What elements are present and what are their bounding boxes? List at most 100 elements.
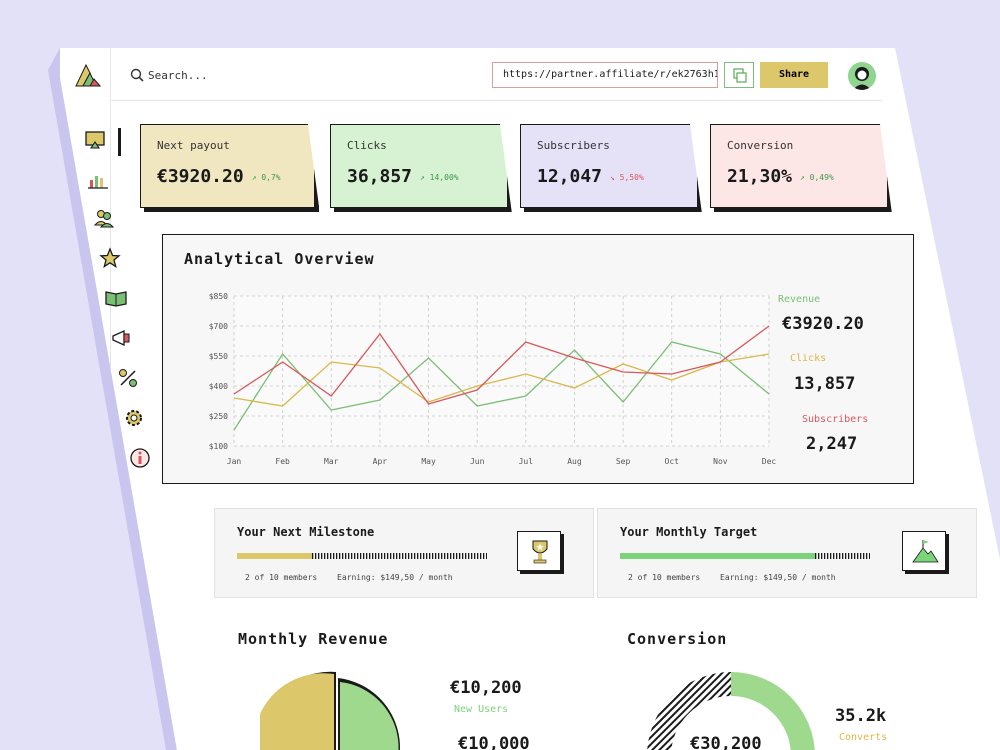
x-tick-label: Nov	[713, 457, 728, 466]
legend-revenue-label: Revenue	[778, 294, 821, 305]
x-tick-label: Mar	[324, 457, 339, 466]
revenue-value-1: €10,200	[450, 678, 522, 698]
card-value: €3920.20	[157, 166, 244, 187]
x-tick-label: Dec	[762, 457, 777, 466]
conversion-title: Conversion	[627, 630, 728, 648]
card-value: 12,047	[537, 166, 603, 187]
x-tick-label: Jun	[470, 457, 485, 466]
monthly-revenue-title: Monthly Revenue	[238, 630, 389, 648]
card-next-payout: Next payout €3920.20 ↗ 0,7%	[140, 124, 315, 208]
trend-up-icon: ↗	[420, 173, 430, 182]
mountain-flag-icon	[912, 540, 939, 563]
header-divider	[110, 100, 882, 101]
card-value: 21,30%	[727, 166, 793, 187]
y-tick-label: $850	[209, 292, 228, 301]
card-delta: ↘ 5,50%	[610, 173, 644, 182]
overview-line-chart: $100 $250 $400 $550 $700 $850 Jan Feb Mar Apr May J…	[209, 292, 777, 466]
users-icon	[93, 210, 115, 228]
milestone-earning: Earning: $149,50 / month	[337, 573, 453, 582]
legend-revenue-value: €3920.20	[782, 314, 864, 334]
legend-clicks-label: Clicks	[790, 353, 827, 364]
revenue-label-1: New Users	[454, 704, 509, 715]
sidebar-item-help[interactable]	[128, 446, 156, 474]
monthly-target-card: Your Monthly Target 2 of 10 members Earn…	[597, 508, 977, 598]
share-button[interactable]: Share	[760, 62, 828, 88]
sidebar-item-users[interactable]	[92, 206, 120, 234]
monthly-revenue-pie	[260, 671, 400, 750]
x-tick-label: May	[421, 457, 436, 466]
percent-icon	[119, 369, 137, 387]
sidebar-item-guides[interactable]	[104, 286, 132, 314]
y-tick-label: $700	[209, 322, 228, 331]
legend-subscribers-label: Subscribers	[802, 414, 869, 425]
copy-icon	[733, 68, 747, 83]
y-tick-label: $400	[209, 382, 228, 391]
book-icon	[105, 291, 127, 307]
nav-active-indicator	[118, 128, 121, 156]
milestone-card: Your Next Milestone 2 of 10 members Earn…	[214, 508, 594, 598]
x-tick-label: Sep	[616, 457, 631, 466]
card-label: Next payout	[157, 139, 230, 152]
logo-icon	[75, 63, 102, 87]
megaphone-icon	[112, 329, 130, 347]
y-tick-label: $550	[209, 352, 228, 361]
trend-down-icon: ↘	[610, 173, 620, 182]
sidebar-item-commissions[interactable]	[116, 366, 144, 394]
card-value: 36,857	[347, 166, 413, 187]
mountain-badge	[902, 531, 946, 571]
target-members: 2 of 10 members	[628, 573, 701, 582]
plot-area	[234, 296, 769, 446]
x-tick-label: Oct	[665, 457, 680, 466]
sidebar-item-favorites[interactable]	[98, 246, 126, 274]
card-delta: ↗ 0,49%	[800, 173, 834, 182]
star-icon	[99, 247, 121, 268]
trophy-icon	[532, 540, 548, 564]
copy-button[interactable]	[724, 62, 754, 88]
sidebar-item-settings[interactable]	[122, 406, 150, 434]
y-tick-label: $100	[209, 442, 228, 451]
y-tick-label: $250	[209, 412, 228, 421]
sidebar-item-campaigns[interactable]	[110, 326, 138, 354]
card-label: Subscribers	[537, 139, 610, 152]
target-earning: Earning: $149,50 / month	[720, 573, 836, 582]
overview-title: Analytical Overview	[184, 250, 375, 268]
x-tick-label: Apr	[373, 457, 388, 466]
target-title: Your Monthly Target	[620, 525, 758, 539]
gear-icon	[126, 410, 142, 426]
revenue-value-2: €10,000	[458, 734, 530, 750]
card-label: Clicks	[347, 139, 387, 152]
series-line-subscribers	[233, 325, 770, 405]
trophy-badge	[517, 531, 561, 571]
conversion-label: Converts	[839, 732, 888, 743]
conversion-donut	[647, 672, 815, 750]
x-tick-label: Jan	[227, 457, 242, 466]
avatar[interactable]	[848, 62, 876, 90]
card-subscribers: Subscribers 12,047 ↘ 5,50%	[520, 124, 698, 208]
x-tick-label: Jul	[519, 457, 534, 466]
trend-up-icon: ↗	[251, 173, 262, 182]
x-tick-label: Feb	[275, 457, 290, 466]
card-conversion: Conversion 21,30% ↗ 0,49%	[710, 124, 888, 208]
app-window: Search... https://partner.affiliate/r/ek…	[60, 48, 1000, 750]
x-tick-label: Aug	[567, 457, 582, 466]
card-delta: ↗ 0,7%	[251, 173, 281, 182]
info-icon	[130, 448, 150, 468]
user-avatar-icon	[853, 67, 871, 90]
conversion-center-value: €30,200	[690, 734, 762, 750]
series-line-revenue	[233, 341, 770, 431]
dashboard-icon	[85, 131, 105, 149]
search-icon	[130, 68, 144, 82]
conversion-value: 35.2k	[835, 706, 887, 726]
trend-up-icon: ↗	[800, 173, 810, 182]
card-label: Conversion	[727, 139, 794, 152]
pie-slice-revenue	[260, 673, 334, 750]
sidebar-item-reports[interactable]	[86, 168, 114, 196]
milestone-progress-bar	[237, 553, 487, 559]
milestone-members: 2 of 10 members	[245, 573, 318, 582]
target-progress-bar	[620, 553, 870, 559]
card-clicks: Clicks 36,857 ↗ 14,00%	[330, 124, 508, 208]
sidebar-item-dashboard[interactable]	[83, 128, 111, 156]
affiliate-url-field[interactable]: https://partner.affiliate/r/ek2763h1m2	[492, 62, 718, 88]
card-delta: ↗ 14,00%	[420, 173, 459, 182]
search-input[interactable]: Search...	[148, 69, 208, 82]
